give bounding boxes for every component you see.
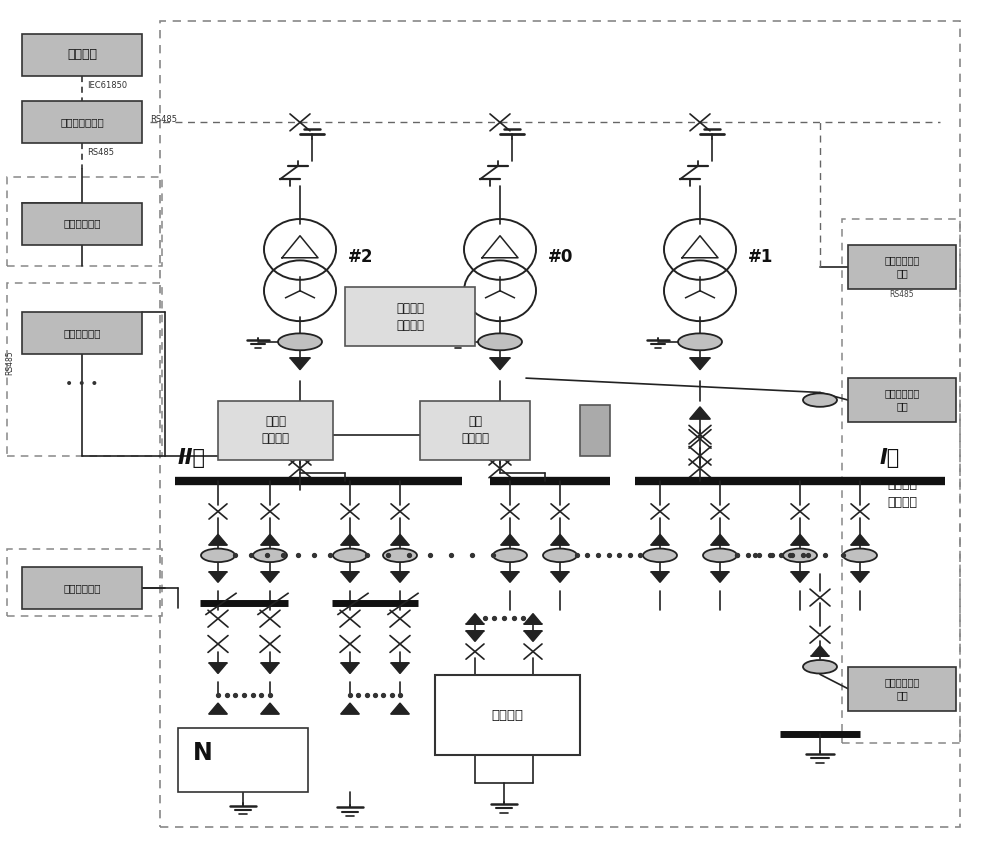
Polygon shape [209, 663, 227, 674]
Bar [345, 287, 475, 346]
Polygon shape [711, 534, 729, 545]
Bar [7, 549, 162, 616]
Bar [160, 21, 960, 827]
Polygon shape [651, 571, 669, 582]
Polygon shape [811, 646, 829, 657]
Ellipse shape [803, 660, 837, 674]
Text: 剩余电流终端: 剩余电流终端 [63, 219, 101, 229]
Polygon shape [490, 358, 510, 370]
Polygon shape [651, 534, 669, 545]
Ellipse shape [783, 549, 817, 562]
Ellipse shape [703, 549, 737, 562]
Bar [580, 405, 610, 456]
Bar [420, 401, 530, 460]
Ellipse shape [493, 549, 527, 562]
Polygon shape [391, 571, 409, 582]
Text: #0: #0 [548, 247, 573, 266]
Polygon shape [851, 571, 869, 582]
Text: RS485: RS485 [87, 149, 114, 157]
Ellipse shape [543, 549, 577, 562]
Ellipse shape [278, 333, 322, 350]
Text: RS485: RS485 [5, 350, 14, 376]
Ellipse shape [201, 549, 235, 562]
Text: #1: #1 [748, 247, 773, 266]
Polygon shape [290, 407, 310, 419]
Text: • • •: • • • [65, 377, 99, 391]
Ellipse shape [383, 549, 417, 562]
Bar [848, 245, 956, 289]
Polygon shape [261, 703, 279, 714]
Bar [435, 675, 580, 755]
Polygon shape [209, 534, 227, 545]
Polygon shape [851, 534, 869, 545]
Ellipse shape [333, 549, 367, 562]
Ellipse shape [803, 393, 837, 407]
Polygon shape [690, 407, 710, 419]
Polygon shape [341, 703, 359, 714]
Text: 全站剩余
电流监测: 全站剩余 电流监测 [396, 301, 424, 332]
Ellipse shape [678, 333, 722, 350]
Polygon shape [501, 571, 519, 582]
Polygon shape [391, 534, 409, 545]
Polygon shape [791, 571, 809, 582]
Polygon shape [391, 703, 409, 714]
Bar [22, 312, 142, 354]
Text: RS485: RS485 [890, 290, 914, 299]
Polygon shape [261, 534, 279, 545]
Polygon shape [690, 358, 710, 370]
Bar [178, 728, 308, 792]
Polygon shape [466, 630, 484, 641]
Text: 开关状态监控: 开关状态监控 [63, 583, 101, 593]
Text: 剩余电流终端: 剩余电流终端 [63, 328, 101, 338]
Polygon shape [551, 534, 569, 545]
Ellipse shape [478, 333, 522, 350]
Polygon shape [501, 534, 519, 545]
Polygon shape [341, 571, 359, 582]
Text: 共零
馈线监测: 共零 馈线监测 [461, 415, 489, 446]
Polygon shape [490, 407, 510, 419]
Bar [7, 283, 162, 456]
Text: 非共零
馈线监测: 非共零 馈线监测 [262, 415, 290, 446]
Bar [7, 177, 162, 266]
Text: 电缆绝缘监测
从机: 电缆绝缘监测 从机 [884, 388, 920, 412]
Text: N: N [193, 740, 213, 765]
Text: 电缆绝缘监测
主机: 电缆绝缘监测 主机 [884, 255, 920, 279]
Polygon shape [466, 614, 484, 625]
Ellipse shape [843, 549, 877, 562]
Bar [22, 203, 142, 245]
Polygon shape [391, 663, 409, 674]
Bar [848, 667, 956, 711]
Polygon shape [524, 630, 542, 641]
Text: 切换装置: 切换装置 [491, 709, 524, 722]
Text: 系统后台: 系统后台 [67, 48, 97, 62]
Ellipse shape [643, 549, 677, 562]
Text: 剩余电流监控屏: 剩余电流监控屏 [60, 117, 104, 127]
Polygon shape [791, 534, 809, 545]
Polygon shape [341, 663, 359, 674]
Polygon shape [261, 663, 279, 674]
Polygon shape [209, 703, 227, 714]
Bar [842, 219, 960, 743]
Bar [22, 101, 142, 143]
Polygon shape [524, 614, 542, 625]
Ellipse shape [253, 549, 287, 562]
Polygon shape [209, 571, 227, 582]
Text: IEC61850: IEC61850 [87, 81, 127, 89]
Text: II段: II段 [178, 448, 206, 468]
Bar [22, 34, 142, 76]
Polygon shape [551, 571, 569, 582]
Polygon shape [261, 571, 279, 582]
Polygon shape [711, 571, 729, 582]
Text: I段: I段 [880, 448, 900, 468]
Bar [218, 401, 333, 460]
Bar [22, 567, 142, 609]
Text: 电缆绝缘监测
从机: 电缆绝缘监测 从机 [884, 677, 920, 701]
Polygon shape [341, 534, 359, 545]
Polygon shape [290, 358, 310, 370]
Text: RS485: RS485 [150, 115, 177, 123]
Text: #2: #2 [348, 247, 374, 266]
Text: 电缆绝缘
状态监测: 电缆绝缘 状态监测 [887, 479, 917, 509]
Bar [848, 378, 956, 422]
